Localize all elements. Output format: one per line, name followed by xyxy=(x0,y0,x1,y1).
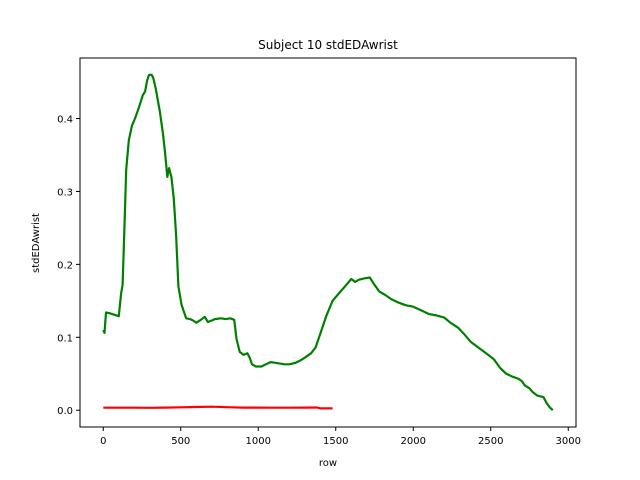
plot-area xyxy=(80,58,576,427)
y-axis-ticks: 0.0 0.1 0.2 0.3 0.4 xyxy=(57,115,80,417)
y-tick-label: 0.2 xyxy=(57,260,73,271)
x-tick-label: 2500 xyxy=(478,436,503,447)
x-tick-label: 0 xyxy=(100,436,106,447)
x-tick-label: 3000 xyxy=(556,436,581,447)
chart-title: Subject 10 stdEDAwrist xyxy=(258,38,398,52)
x-axis-ticks: 0 500 1000 1500 2000 2500 3000 xyxy=(100,427,581,447)
plot-frame xyxy=(79,57,577,428)
series-layer xyxy=(102,73,554,412)
x-tick-label: 500 xyxy=(171,436,190,447)
y-axis-label: stdEDAwrist xyxy=(31,213,42,273)
series-line-2 xyxy=(103,405,333,410)
series-line-1 xyxy=(102,73,554,412)
y-tick-label: 0.4 xyxy=(57,115,73,126)
x-tick-label: 2000 xyxy=(401,436,426,447)
x-tick-label: 1000 xyxy=(246,436,271,447)
y-tick-label: 0.1 xyxy=(57,333,73,344)
x-axis-label: row xyxy=(319,458,337,469)
x-tick-label: 1500 xyxy=(323,436,348,447)
y-tick-label: 0.3 xyxy=(57,187,73,198)
y-tick-label: 0.0 xyxy=(57,406,73,417)
